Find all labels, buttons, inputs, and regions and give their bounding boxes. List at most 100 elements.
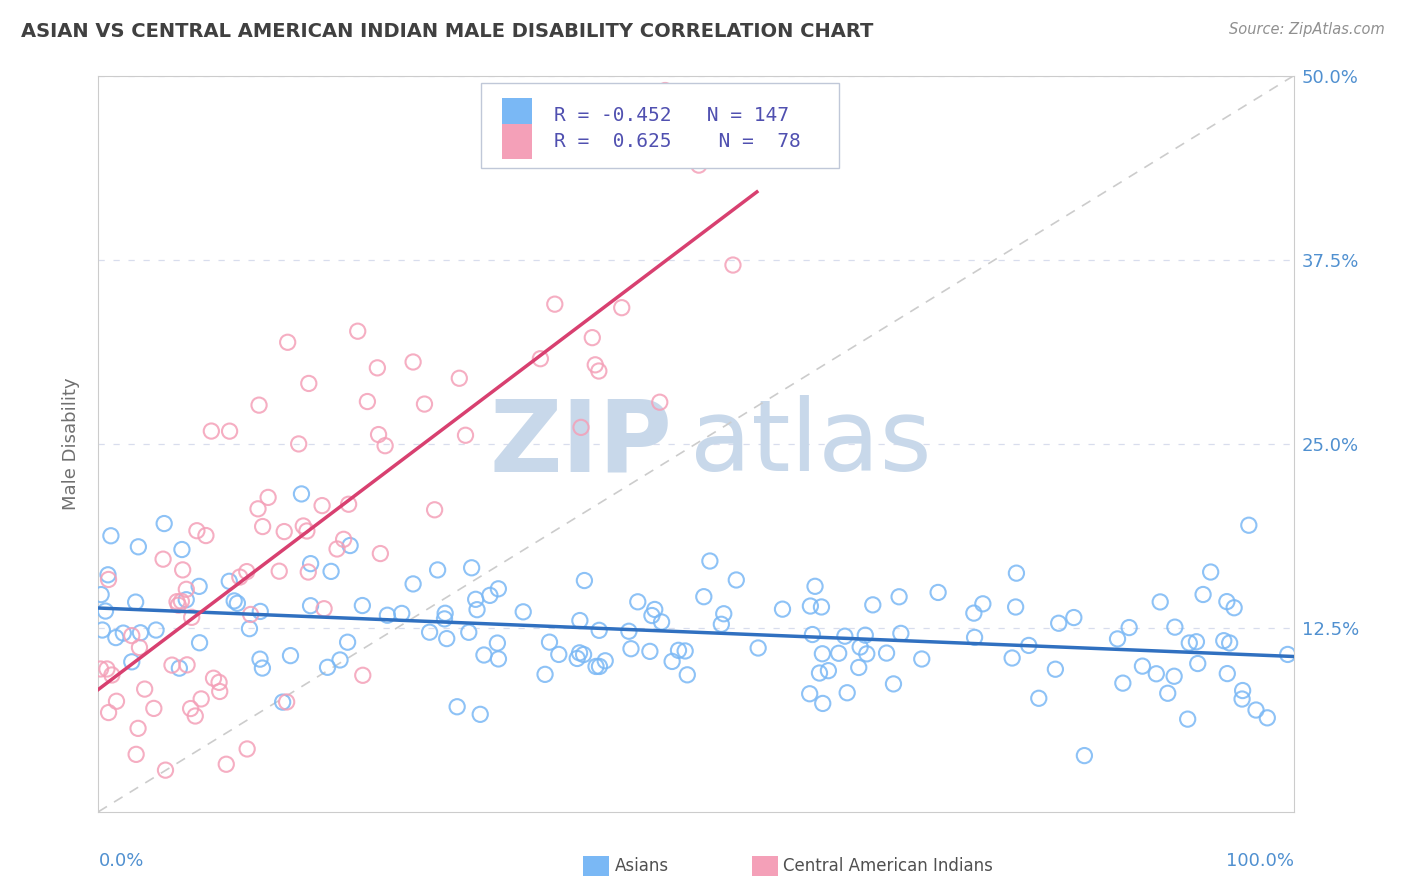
Point — [391, 607, 413, 621]
Point — [1256, 711, 1278, 725]
Point — [1144, 666, 1167, 681]
Point — [101, 668, 124, 682]
Point — [121, 629, 143, 643]
Point — [567, 651, 589, 665]
Point — [710, 617, 733, 632]
Point — [1230, 692, 1253, 706]
Point — [1212, 633, 1234, 648]
Point — [224, 594, 246, 608]
Point — [299, 599, 322, 613]
Point — [627, 595, 650, 609]
Point — [290, 487, 312, 501]
Point — [426, 563, 449, 577]
Point — [1185, 634, 1208, 648]
Point — [668, 643, 690, 657]
Bar — [502, 98, 533, 133]
Point — [811, 647, 834, 661]
Point — [588, 364, 610, 378]
Text: R =  0.625    N =  78: R = 0.625 N = 78 — [554, 132, 800, 151]
Text: Asians: Asians — [614, 857, 668, 875]
Point — [1149, 595, 1171, 609]
Point — [972, 597, 994, 611]
Point — [1073, 748, 1095, 763]
Point — [676, 668, 699, 682]
Point — [1199, 565, 1222, 579]
Point — [90, 588, 112, 602]
Point — [1118, 621, 1140, 635]
Point — [651, 615, 673, 629]
Point — [271, 695, 294, 709]
Point — [174, 592, 197, 607]
Point — [366, 360, 388, 375]
Point — [269, 564, 291, 578]
Point — [273, 524, 295, 539]
Point — [299, 557, 322, 571]
Point — [1219, 636, 1241, 650]
Point — [834, 629, 856, 643]
Point — [1028, 691, 1050, 706]
Point — [311, 499, 333, 513]
Point — [91, 623, 114, 637]
Point — [1018, 639, 1040, 653]
Point — [581, 331, 603, 345]
Point — [862, 598, 884, 612]
Point — [423, 503, 446, 517]
Point — [810, 599, 832, 614]
Point — [249, 652, 271, 666]
Point — [402, 577, 425, 591]
Point — [808, 666, 831, 681]
FancyBboxPatch shape — [481, 83, 839, 168]
Point — [249, 604, 271, 618]
Point — [1237, 518, 1260, 533]
Point — [817, 664, 839, 678]
Point — [370, 547, 392, 561]
Point — [97, 573, 120, 587]
Point — [319, 565, 342, 579]
Point — [855, 647, 877, 661]
Point — [876, 646, 898, 660]
Point — [547, 648, 569, 662]
Text: ZIP: ZIP — [489, 395, 672, 492]
Point — [799, 599, 821, 613]
Point — [713, 607, 735, 621]
Point — [644, 602, 666, 616]
Point — [96, 662, 118, 676]
Point — [460, 561, 482, 575]
Point — [804, 579, 827, 593]
Point — [298, 376, 321, 391]
Point — [1005, 566, 1028, 581]
Point — [280, 648, 302, 663]
Point — [610, 301, 633, 315]
Point — [184, 709, 207, 723]
Point — [100, 529, 122, 543]
Point — [449, 371, 471, 385]
Point — [326, 541, 349, 556]
Point — [134, 682, 156, 697]
Point — [176, 657, 198, 672]
Point — [413, 397, 436, 411]
Point — [654, 83, 676, 97]
Point — [374, 439, 396, 453]
Point — [1232, 683, 1254, 698]
Point — [238, 622, 260, 636]
Point — [433, 612, 456, 626]
Point — [239, 607, 262, 622]
Point — [472, 648, 495, 662]
Point — [454, 428, 477, 442]
Point — [811, 697, 834, 711]
Point — [337, 497, 360, 511]
Point — [1216, 666, 1239, 681]
Point — [252, 661, 274, 675]
Point — [486, 582, 509, 596]
Point — [772, 602, 794, 616]
Point — [1223, 600, 1246, 615]
Point — [1004, 599, 1026, 614]
Point — [568, 646, 591, 660]
Point — [297, 565, 319, 579]
Point — [1047, 616, 1070, 631]
Point — [155, 763, 177, 777]
Point — [172, 563, 194, 577]
Point — [247, 501, 270, 516]
Point — [257, 491, 280, 505]
Point — [215, 757, 238, 772]
